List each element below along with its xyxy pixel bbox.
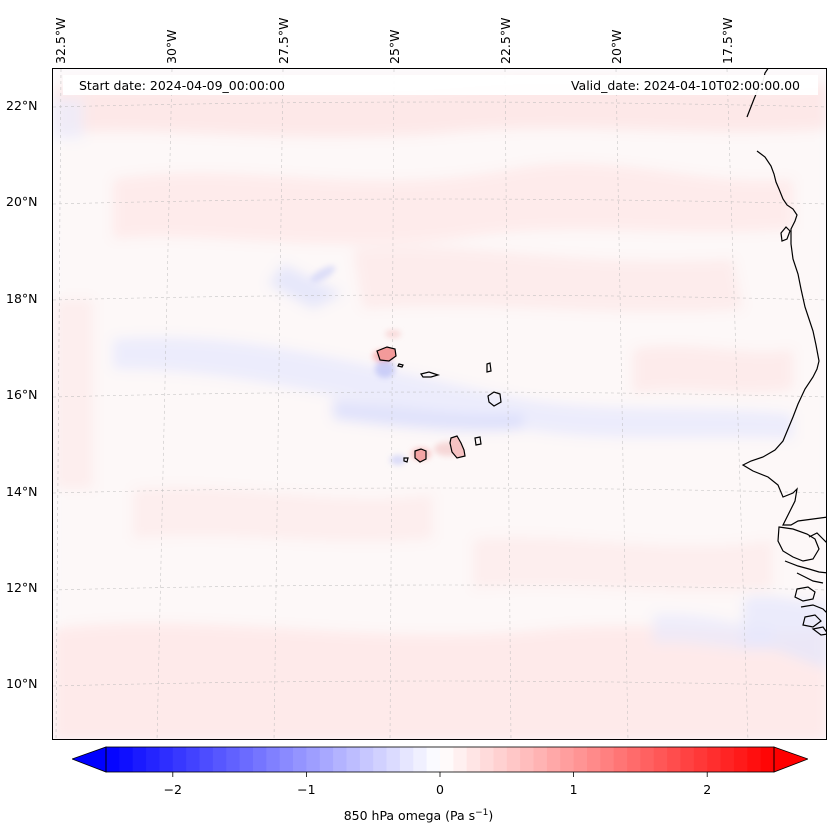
colorbar-cell xyxy=(293,747,307,772)
lat-label: 16°N xyxy=(6,387,38,402)
colorbar-cell xyxy=(399,747,414,772)
colorbar-tick-label: 2 xyxy=(703,782,712,797)
colorbar-cell xyxy=(466,747,481,772)
colorbar-cell xyxy=(560,747,575,772)
lat-label: 20°N xyxy=(6,194,38,209)
map-gridlines xyxy=(53,69,826,739)
lon-label: 30°W xyxy=(164,29,179,64)
colorbar-cell xyxy=(159,747,174,772)
colorbar-cell xyxy=(760,747,775,772)
colorbar-cell xyxy=(480,747,495,772)
date-banner-bg xyxy=(63,75,818,95)
colorbar-cell xyxy=(306,747,321,772)
island-brava xyxy=(403,457,409,463)
lat-label: 22°N xyxy=(6,98,38,113)
colorbar-cell xyxy=(627,747,641,772)
colorbar-cell xyxy=(413,747,428,772)
colorbar-cell xyxy=(493,747,508,772)
colorbar-cell xyxy=(279,747,294,772)
lat-label: 12°N xyxy=(6,580,38,595)
lon-label: 20°W xyxy=(609,29,624,64)
colorbar-cell xyxy=(680,747,695,772)
colorbar-max-extension xyxy=(773,746,808,773)
island-maio xyxy=(474,436,482,446)
colorbar-cell xyxy=(199,747,214,772)
colorbar-cell xyxy=(132,747,147,772)
colorbar-cell xyxy=(586,747,601,772)
colorbar-cell xyxy=(600,747,615,772)
colorbar-cell xyxy=(119,747,134,772)
island-sao-nicolau xyxy=(420,371,441,378)
colorbar-cell xyxy=(653,747,668,772)
west-africa-coastline xyxy=(741,69,826,636)
colorbar-cell xyxy=(106,747,120,772)
colorbar-cell xyxy=(667,747,682,772)
lat-label: 14°N xyxy=(6,484,38,499)
colorbar-cell xyxy=(453,747,468,772)
colorbar-cell xyxy=(520,747,535,772)
island-boa-vista xyxy=(487,391,502,407)
colorbar-cell xyxy=(226,747,241,772)
map-panel: Start date: 2024-04-09_00:00:00 Valid_da… xyxy=(52,68,827,740)
colorbar-tick-label: 0 xyxy=(436,782,444,797)
lon-label: 22.5°W xyxy=(498,17,513,64)
colorbar-min-extension xyxy=(72,746,107,773)
colorbar-cell xyxy=(533,747,548,772)
island-sal xyxy=(486,362,492,373)
omega-field-shading xyxy=(53,69,826,739)
colorbar-cell xyxy=(707,747,722,772)
colorbar-cell xyxy=(319,747,334,772)
colorbar-cell xyxy=(733,747,748,772)
colorbar-cell xyxy=(573,747,588,772)
island-fogo xyxy=(414,448,427,463)
lon-label: 25°W xyxy=(387,29,402,64)
colorbar-cell xyxy=(720,747,735,772)
colorbar-cell xyxy=(426,747,441,772)
island-santiago xyxy=(449,435,466,459)
longitude-labels: 32.5°W 30°W 27.5°W 25°W 22.5°W 20°W 17.5… xyxy=(0,0,837,68)
lat-label: 18°N xyxy=(6,291,38,306)
colorbar-cell xyxy=(640,747,655,772)
colorbar-cell xyxy=(440,747,454,772)
colorbar-cell xyxy=(186,747,201,772)
colorbar-cell xyxy=(359,747,374,772)
colorbar-cell xyxy=(239,747,254,772)
valid-date-label: Valid_date: 2024-04-10T02:00:00.00 xyxy=(570,78,800,93)
cape-verde-islands xyxy=(376,346,502,463)
colorbar-tick-label: 1 xyxy=(569,782,578,797)
lon-label: 32.5°W xyxy=(53,17,68,64)
colorbar-title: 850 hPa omega (Pa s−1) xyxy=(343,808,494,824)
island-santo-antao xyxy=(376,346,397,362)
colorbar xyxy=(72,746,808,777)
colorbar-cell xyxy=(386,747,401,772)
lon-label: 27.5°W xyxy=(276,17,291,64)
colorbar-cell xyxy=(266,747,281,772)
lat-label: 10°N xyxy=(6,676,38,691)
colorbar-cell xyxy=(373,747,388,772)
colorbar-cell xyxy=(693,747,708,772)
colorbar-cell xyxy=(212,747,227,772)
latitude-labels: 22°N 20°N 18°N 16°N 14°N 12°N 10°N xyxy=(0,0,52,742)
island-sao-vicente xyxy=(397,363,404,368)
colorbar-cell xyxy=(506,747,521,772)
colorbar-tick-label: −1 xyxy=(297,782,316,797)
start-date-label: Start date: 2024-04-09_00:00:00 xyxy=(79,78,285,93)
colorbar-cell xyxy=(333,747,348,772)
colorbar-cell xyxy=(546,747,561,772)
colorbar-ticks xyxy=(172,772,708,777)
colorbar-cell xyxy=(747,747,762,772)
colorbar-cell xyxy=(172,747,187,772)
colorbar-cells xyxy=(106,747,775,772)
lon-label: 17.5°W xyxy=(720,17,735,64)
colorbar-tick-label: −2 xyxy=(163,782,183,797)
colorbar-cell xyxy=(346,747,361,772)
colorbar-cell xyxy=(613,747,628,772)
omega-field-map xyxy=(53,69,826,739)
colorbar-cell xyxy=(146,747,161,772)
colorbar-cell xyxy=(252,747,267,772)
